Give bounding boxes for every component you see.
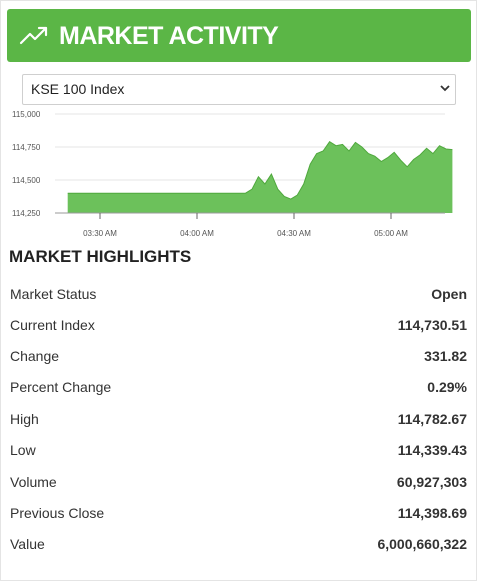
index-select[interactable]: KSE 100 Index xyxy=(22,74,456,105)
x-tick-label: 04:30 AM xyxy=(277,229,311,238)
header-title: MARKET ACTIVITY xyxy=(59,22,279,50)
highlight-value: 114,782.67 xyxy=(397,411,467,427)
highlight-row-percent-change: Percent Change 0.29% xyxy=(10,377,467,401)
highlight-label: Previous Close xyxy=(10,505,105,521)
highlight-label: High xyxy=(10,411,39,427)
highlight-row-volume: Volume 60,927,303 xyxy=(10,472,467,496)
highlight-value: 331.82 xyxy=(424,348,467,364)
highlight-value: 114,730.51 xyxy=(397,317,467,333)
y-tick-label: 114,250 xyxy=(12,209,41,218)
y-tick-label: 115,000 xyxy=(12,110,41,119)
highlight-row-value: Value 6,000,660,322 xyxy=(10,534,467,558)
highlight-value: 6,000,660,322 xyxy=(377,536,467,552)
y-tick-label: 114,500 xyxy=(12,176,41,185)
market-activity-header: MARKET ACTIVITY xyxy=(7,9,471,62)
highlight-label: Percent Change xyxy=(10,379,112,395)
highlight-label: Low xyxy=(10,442,36,458)
index-area-series xyxy=(67,141,453,213)
highlight-label: Volume xyxy=(10,474,57,490)
x-tick-label: 04:00 AM xyxy=(180,229,214,238)
highlight-row-high: High 114,782.67 xyxy=(10,409,467,433)
highlight-label: Change xyxy=(10,348,60,364)
highlight-value: 114,339.43 xyxy=(397,442,467,458)
highlight-label: Market Status xyxy=(10,286,97,302)
highlight-label: Value xyxy=(10,536,45,552)
x-tick-label: 05:00 AM xyxy=(374,229,408,238)
market-highlights-title: MARKET HIGHLIGHTS xyxy=(9,247,192,266)
x-tick-label: 03:30 AM xyxy=(83,229,117,238)
highlight-value: 60,927,303 xyxy=(396,474,467,490)
highlight-row-current-index: Current Index 114,730.51 xyxy=(10,315,467,339)
highlight-label: Current Index xyxy=(10,317,95,333)
highlight-value: 114,398.69 xyxy=(397,505,467,521)
highlight-row-low: Low 114,339.43 xyxy=(10,440,467,464)
trending-up-icon xyxy=(19,26,48,45)
highlight-row-change: Change 331.82 xyxy=(10,346,467,370)
highlight-value: 0.29% xyxy=(427,379,467,395)
highlight-value: Open xyxy=(431,286,467,302)
index-select-value: KSE 100 Index xyxy=(31,81,125,97)
chart-plot xyxy=(55,113,453,219)
highlight-row-previous-close: Previous Close 114,398.69 xyxy=(10,503,467,527)
highlight-row-market-status: Market Status Open xyxy=(10,284,467,308)
index-line-series xyxy=(67,141,453,200)
y-tick-label: 114,750 xyxy=(12,143,41,152)
chevron-down-icon xyxy=(440,85,450,92)
index-chart: 115,000 114,750 114,500 114,250 03:30 AM… xyxy=(1,106,477,246)
